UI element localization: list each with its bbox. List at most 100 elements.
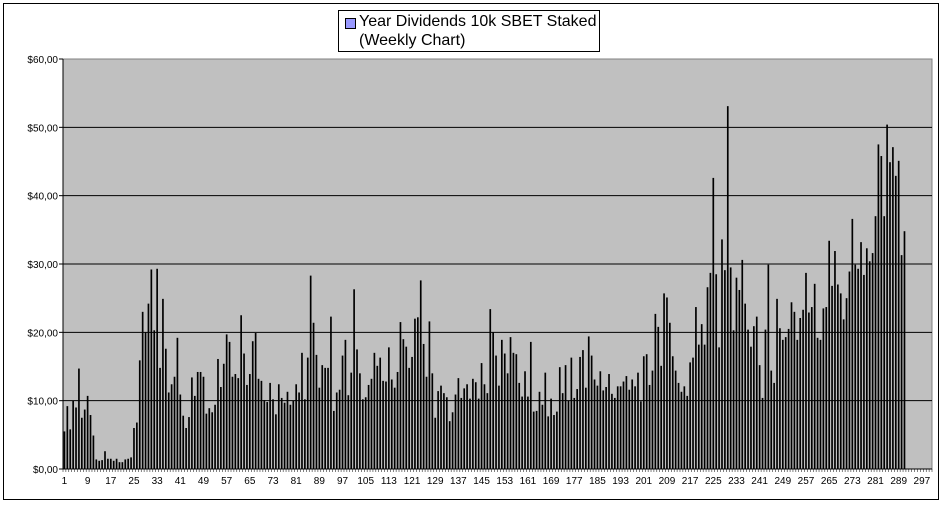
bar	[98, 460, 101, 469]
bar	[758, 365, 761, 469]
bar	[503, 353, 506, 469]
bars	[63, 106, 906, 470]
bar	[162, 298, 164, 469]
bar	[605, 387, 607, 469]
bar	[550, 398, 552, 469]
bar	[344, 339, 347, 469]
bar	[315, 354, 318, 469]
bar	[330, 316, 332, 469]
bar	[596, 385, 599, 469]
y-tick-label: $20,00	[27, 328, 58, 339]
bar	[457, 378, 460, 469]
bar	[796, 339, 799, 469]
bar	[726, 106, 729, 470]
legend-sublabel: (Weekly Chart)	[359, 32, 466, 49]
bar	[634, 386, 636, 469]
bar	[469, 398, 471, 469]
bar	[779, 328, 781, 469]
x-tick-label: 65	[244, 476, 256, 487]
bar	[854, 264, 857, 469]
bar	[156, 268, 158, 469]
bar	[124, 459, 127, 469]
bar	[136, 422, 138, 469]
y-axis: $0,00 $10,00 $20,00 $30,00 $40,00 $50,00 $60,0…	[27, 55, 64, 476]
x-tick-label: 129	[427, 476, 444, 487]
bar	[115, 458, 118, 469]
bar	[590, 355, 593, 469]
bar	[428, 321, 431, 469]
x-tick-label: 201	[635, 476, 652, 487]
bar	[744, 303, 746, 469]
bar	[842, 319, 845, 469]
bar	[295, 384, 298, 469]
bar	[764, 329, 767, 469]
bar	[425, 376, 428, 469]
bar	[582, 350, 584, 469]
x-tick-label: 169	[543, 476, 560, 487]
bar	[353, 289, 355, 469]
bar	[388, 347, 390, 469]
bar	[616, 386, 619, 469]
bar	[834, 251, 836, 469]
bar	[341, 355, 344, 469]
bar	[735, 277, 738, 469]
bar	[211, 412, 214, 469]
bar	[669, 322, 671, 469]
bar	[266, 402, 269, 469]
bar	[553, 415, 555, 469]
bar	[289, 404, 292, 469]
bar	[512, 352, 515, 469]
bar	[477, 398, 480, 469]
bar	[697, 344, 700, 469]
bar	[892, 147, 894, 469]
bar	[495, 355, 497, 469]
bar	[515, 354, 518, 469]
bar	[587, 336, 590, 469]
bar	[451, 412, 454, 469]
bar	[205, 413, 208, 469]
bar	[338, 389, 341, 469]
bar	[671, 356, 674, 469]
bar	[170, 384, 173, 469]
bar	[437, 391, 439, 469]
bar	[903, 231, 906, 469]
bar	[622, 381, 625, 469]
bar	[86, 395, 89, 469]
bar	[121, 462, 124, 469]
bar	[63, 431, 66, 469]
bar	[301, 352, 303, 469]
bar	[538, 391, 541, 469]
bar	[373, 352, 376, 469]
x-tick-label: 145	[473, 476, 490, 487]
bar	[608, 374, 610, 469]
bar	[286, 391, 289, 469]
bar	[269, 382, 271, 469]
bar	[214, 404, 216, 469]
bar	[897, 160, 900, 469]
bar	[393, 387, 396, 469]
bar	[790, 302, 793, 469]
bar	[501, 339, 503, 469]
y-tick-label: $10,00	[27, 397, 58, 408]
bar	[335, 392, 338, 469]
bar	[721, 239, 723, 469]
bar	[492, 332, 494, 469]
x-tick-label: 185	[589, 476, 606, 487]
bar	[69, 429, 72, 469]
bar	[399, 322, 402, 469]
bar	[347, 395, 350, 469]
bar	[529, 341, 532, 469]
bar	[541, 404, 544, 469]
x-tick-label: 57	[221, 476, 233, 487]
x-tick-label: 121	[404, 476, 421, 487]
bar	[674, 370, 677, 469]
legend-label: Year Dividends 10k SBET Staked	[359, 13, 597, 30]
bar	[781, 339, 784, 469]
bar	[188, 417, 190, 469]
bar	[631, 379, 634, 469]
bar	[750, 346, 752, 469]
x-tick-label: 9	[85, 476, 91, 487]
bar	[414, 318, 416, 469]
x-tick-label: 97	[337, 476, 349, 487]
